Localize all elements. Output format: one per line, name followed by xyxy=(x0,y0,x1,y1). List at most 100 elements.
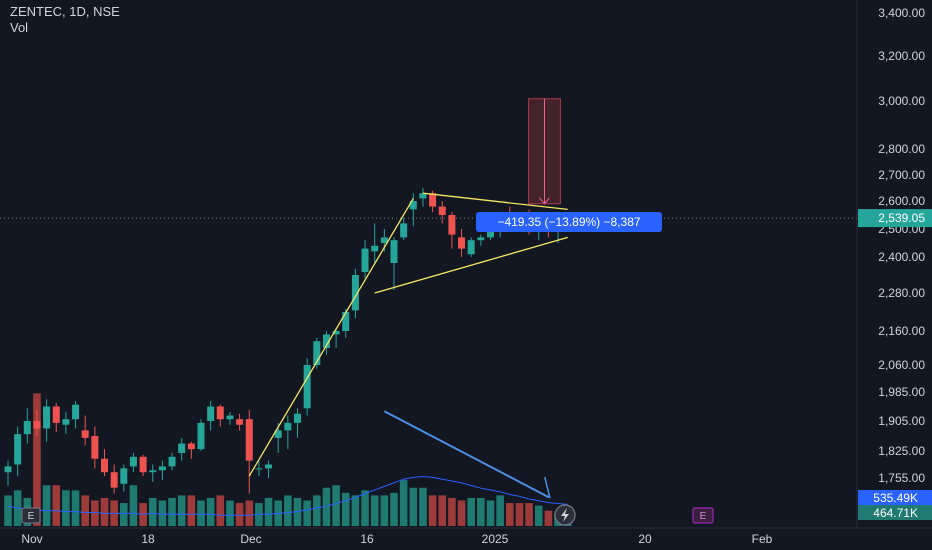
volume-bar xyxy=(148,497,157,526)
candle-body xyxy=(438,206,446,215)
volume-bar xyxy=(4,495,12,526)
candle-body xyxy=(458,237,466,249)
candle-body xyxy=(52,406,60,423)
time-tick-label: 18 xyxy=(141,532,155,546)
volume-bar xyxy=(544,510,553,526)
price-tick-label: 3,400.00 xyxy=(878,6,925,20)
candle-body xyxy=(4,466,12,473)
volume-bar xyxy=(438,495,447,526)
measure-label-box xyxy=(476,212,662,232)
volume-bar xyxy=(486,500,495,526)
candle-body xyxy=(467,240,475,255)
candle-body xyxy=(158,466,166,471)
candle-body xyxy=(14,434,22,465)
candle-body xyxy=(487,229,494,238)
volume-bar xyxy=(409,487,418,526)
time-tick-label: 20 xyxy=(638,532,652,546)
volume-ma-label: 535.49K xyxy=(873,491,918,505)
volume-bar xyxy=(284,495,292,526)
volume-bar xyxy=(496,495,504,526)
volume-bar xyxy=(226,500,234,526)
time-tick-label: Nov xyxy=(21,532,42,546)
volume-indicator-label[interactable]: Vol xyxy=(10,20,29,35)
volume-bar xyxy=(197,500,205,526)
volume-bar xyxy=(120,503,128,526)
price-tick-label: 3,200.00 xyxy=(878,49,925,63)
measure-arrowhead xyxy=(539,197,550,205)
price-tick-label: 1,985.00 xyxy=(878,385,925,399)
price-tick-label: 2,400.00 xyxy=(878,250,925,264)
candle-body xyxy=(33,421,41,429)
earnings-marker-upcoming[interactable] xyxy=(692,507,714,524)
candle-body xyxy=(284,422,292,431)
volume-bar xyxy=(91,500,99,526)
volume-bar xyxy=(322,487,331,526)
candle-body xyxy=(477,237,485,241)
candle-body xyxy=(429,193,437,207)
candle-body xyxy=(409,201,417,210)
volume-trend-line xyxy=(383,410,550,499)
candle-body xyxy=(342,312,350,331)
time-tick-label: 2025 xyxy=(482,532,509,546)
price-tick-label: 1,825.00 xyxy=(878,444,925,458)
volume-bar xyxy=(399,480,408,526)
volume-bar xyxy=(341,492,350,526)
candle-body xyxy=(101,458,108,473)
volume-bar xyxy=(515,503,524,526)
volume-bar xyxy=(506,503,514,526)
earnings-marker[interactable] xyxy=(21,507,41,524)
pennant-lower-line xyxy=(374,236,568,294)
volume-label: 464.71K xyxy=(873,506,918,520)
price-tick-label: 2,800.00 xyxy=(878,142,925,156)
price-tick-label: 1,905.00 xyxy=(878,414,925,428)
candle-body xyxy=(313,341,321,365)
volume-bar xyxy=(332,485,340,526)
volume-bar xyxy=(390,492,398,526)
candle-body xyxy=(120,468,128,484)
volume-bar xyxy=(62,490,70,526)
earnings-marker-label: E xyxy=(28,511,35,522)
candle-body xyxy=(351,275,359,311)
chart-title: ZENTEC, 1D, NSE xyxy=(10,4,120,19)
candle-body xyxy=(380,237,388,243)
candle-body xyxy=(390,240,398,263)
volume-bar xyxy=(168,497,176,526)
candle-body xyxy=(236,419,244,425)
candle-body xyxy=(110,472,118,488)
candle-body xyxy=(255,468,263,470)
candle-body xyxy=(207,406,215,421)
candle-body xyxy=(361,248,369,272)
candle-body xyxy=(371,245,379,252)
candle-body xyxy=(294,413,301,423)
volume-bar xyxy=(525,503,533,526)
volume-bar xyxy=(52,485,61,526)
volume-bar xyxy=(419,487,427,526)
candle-body xyxy=(62,419,70,425)
volume-bar xyxy=(477,497,485,526)
volume-bar xyxy=(428,495,437,526)
time-tick-label: 16 xyxy=(360,532,374,546)
candle-body xyxy=(216,406,224,420)
candle-body xyxy=(23,421,31,435)
volume-ma-badge xyxy=(858,490,932,505)
volume-bar xyxy=(33,393,41,526)
volume-bar xyxy=(187,495,196,526)
candle-body xyxy=(448,215,456,235)
volume-bar xyxy=(71,490,80,526)
pennant-upper-line xyxy=(422,192,568,211)
volume-bar xyxy=(264,497,273,526)
price-tick-label: 2,280.00 xyxy=(878,286,925,300)
last-price-badge xyxy=(858,209,932,228)
candle-body xyxy=(149,470,157,473)
candle-body xyxy=(187,443,195,450)
candle-body xyxy=(245,419,253,461)
volume-bar xyxy=(206,497,215,526)
price-tick-label: 2,700.00 xyxy=(878,168,925,182)
volume-bar xyxy=(216,495,225,526)
volume-bar xyxy=(158,500,167,526)
volume-ma-line xyxy=(7,475,568,516)
volume-bar xyxy=(245,500,254,526)
candle-body xyxy=(43,406,51,429)
volume-bar xyxy=(467,497,475,526)
